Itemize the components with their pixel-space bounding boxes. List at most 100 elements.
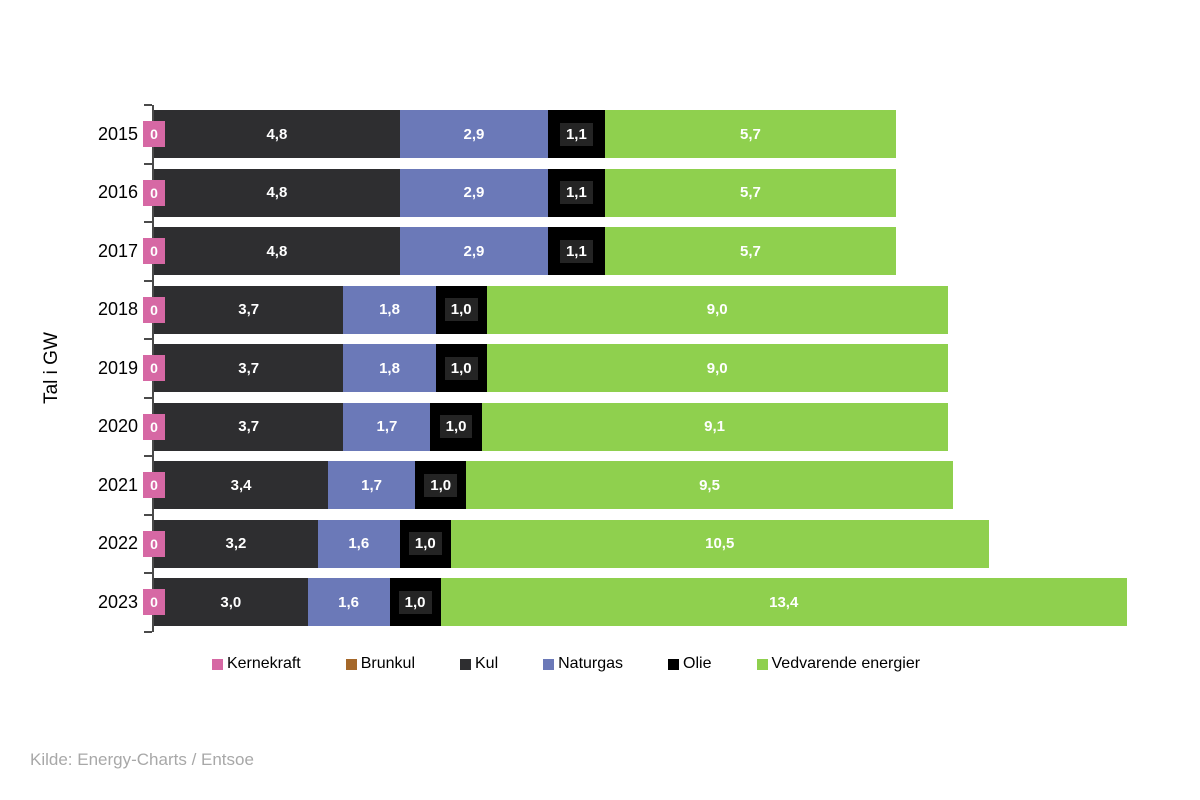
bar-value-label: 5,7 <box>740 184 761 202</box>
bar-segment-vedvarende-energier-2016: 5,7 <box>604 168 897 217</box>
bar-segment-olie-2019: 1,0 <box>435 344 487 393</box>
bar-value-label: 3,4 <box>230 476 252 494</box>
zero-value-badge-2023: 0 <box>143 589 165 616</box>
bar-segment-olie-2023: 1,0 <box>389 578 441 627</box>
category-label-2022: 2022 <box>97 533 138 554</box>
y-axis-tick <box>144 396 152 399</box>
bar-value-label: 2,9 <box>463 242 485 260</box>
bar-segment-olie-2020: 1,0 <box>430 402 482 451</box>
bar-value-label: 3,7 <box>238 301 260 319</box>
bar-segment-naturgas-2019: 1,8 <box>343 344 436 393</box>
y-axis-tick <box>144 221 152 223</box>
bar-segment-vedvarende-energier-2022: 10,5 <box>450 519 989 568</box>
plot-area: 0 4,8 2,9 1,1 5,7 0 4,8 2,9 1,1 5,7 0 4,8 2,9 1,1 5,7 0… <box>143 104 1134 633</box>
bar-value-label: 1,0 <box>398 590 432 614</box>
legend-item-naturgas: Naturgas <box>543 655 623 673</box>
bar-value-label: 2,9 <box>463 125 485 143</box>
source-caption: Kilde: Energy-Charts / Entsoe <box>30 750 254 769</box>
y-axis-tick <box>144 104 152 106</box>
bar-segment-kul-2017: 4,8 <box>154 227 400 276</box>
bar-segment-naturgas-2022: 1,6 <box>317 519 400 568</box>
bar-segment-kul-2020: 3,7 <box>154 402 344 451</box>
legend-item-olie: Olie <box>668 655 712 673</box>
bar-value-label: 5,7 <box>740 242 761 260</box>
y-axis-tick <box>144 630 152 633</box>
legend-item-brunkul: Brunkul <box>345 655 415 673</box>
bar-row-2019: 0 3,7 1,8 1,0 9,0 <box>143 344 948 393</box>
bar-value-label: 1,1 <box>559 239 593 263</box>
bar-segment-naturgas-2015: 2,9 <box>399 110 549 159</box>
bar-value-label: 4,8 <box>266 184 288 202</box>
bar-segment-kul-2019: 3,7 <box>154 344 344 393</box>
bar-segment-naturgas-2021: 1,7 <box>328 461 416 510</box>
bar-row-2021: 0 3,4 1,7 1,0 9,5 <box>143 461 953 510</box>
bar-segment-kul-2016: 4,8 <box>154 168 400 217</box>
bar-segment-naturgas-2017: 2,9 <box>399 227 549 276</box>
bar-segment-olie-2018: 1,0 <box>435 285 487 334</box>
y-axis-tick <box>144 162 152 165</box>
bar-segment-kul-2021: 3,4 <box>154 461 329 510</box>
category-label-2021: 2021 <box>97 474 138 495</box>
y-axis-tick <box>144 279 152 282</box>
zero-value-badge-2017: 0 <box>143 238 165 265</box>
bar-segment-olie-2015: 1,1 <box>548 110 605 159</box>
bar-row-2020: 0 3,7 1,7 1,0 9,1 <box>143 402 948 451</box>
bar-segment-naturgas-2023: 1,6 <box>307 578 390 627</box>
legend-label: Vedvarende energier <box>771 655 921 672</box>
legend-label: Brunkul <box>360 655 415 672</box>
bar-segment-vedvarende-energier-2020: 9,1 <box>481 402 948 451</box>
bar-segment-kul-2018: 3,7 <box>154 285 344 334</box>
bar-segment-kul-2022: 3,2 <box>154 519 318 568</box>
zero-value-badge-2015: 0 <box>143 121 165 148</box>
bar-value-label: 1,7 <box>376 418 398 436</box>
y-axis-tick <box>144 338 152 340</box>
bar-value-label: 1,6 <box>348 535 370 553</box>
category-label-2019: 2019 <box>97 357 138 378</box>
category-label-2016: 2016 <box>97 182 138 203</box>
bar-row-2023: 0 3,0 1,6 1,0 13,4 <box>143 578 1127 627</box>
bar-segment-olie-2017: 1,1 <box>548 227 605 276</box>
bar-value-label: 3,2 <box>225 535 247 553</box>
legend-swatch-icon <box>345 658 357 670</box>
bar-segment-naturgas-2016: 2,9 <box>399 168 549 217</box>
zero-value-badge-2021: 0 <box>143 472 165 499</box>
legend-item-kernekraft: Kernekraft <box>211 655 301 673</box>
bar-value-label: 3,0 <box>220 593 242 611</box>
bar-segment-olie-2022: 1,0 <box>399 519 451 568</box>
bar-segment-kul-2015: 4,8 <box>154 110 400 159</box>
category-label-2023: 2023 <box>97 591 138 612</box>
bar-value-label: 10,5 <box>705 535 735 553</box>
bar-segment-olie-2021: 1,0 <box>415 461 467 510</box>
category-label-2017: 2017 <box>97 240 138 261</box>
bar-segment-naturgas-2020: 1,7 <box>343 402 431 451</box>
bar-value-label: 3,7 <box>238 359 260 377</box>
legend-swatch-icon <box>668 658 680 670</box>
bar-row-2018: 0 3,7 1,8 1,0 9,0 <box>143 285 948 334</box>
legend-swatch-icon <box>756 658 768 670</box>
bar-value-label: 5,7 <box>740 125 761 143</box>
zero-value-badge-2016: 0 <box>143 179 165 206</box>
zero-value-badge-2022: 0 <box>143 530 165 557</box>
category-label-2015: 2015 <box>97 123 138 144</box>
bar-row-2015: 0 4,8 2,9 1,1 5,7 <box>143 110 897 159</box>
bar-value-label: 1,7 <box>361 476 383 494</box>
legend-label: Olie <box>683 655 712 672</box>
bar-segment-vedvarende-energier-2021: 9,5 <box>466 461 953 510</box>
bar-row-2017: 0 4,8 2,9 1,1 5,7 <box>143 227 897 276</box>
bar-value-label: 9,0 <box>706 359 728 377</box>
legend-swatch-icon <box>211 658 223 670</box>
bar-value-label: 1,0 <box>408 532 442 556</box>
bar-segment-vedvarende-energier-2019: 9,0 <box>486 344 948 393</box>
legend-label: Naturgas <box>558 655 624 672</box>
bar-segment-vedvarende-energier-2023: 13,4 <box>440 578 1127 627</box>
legend-swatch-icon <box>543 658 555 670</box>
bar-value-label: 13,4 <box>769 593 799 611</box>
bar-value-label: 1,8 <box>379 359 400 377</box>
bar-value-label: 2,9 <box>463 184 485 202</box>
bar-value-label: 1,0 <box>439 415 473 439</box>
bar-segment-vedvarende-energier-2015: 5,7 <box>604 110 897 159</box>
bar-segment-vedvarende-energier-2017: 5,7 <box>604 227 897 276</box>
bar-value-label: 1,0 <box>444 298 478 322</box>
zero-value-badge-2018: 0 <box>143 296 165 323</box>
